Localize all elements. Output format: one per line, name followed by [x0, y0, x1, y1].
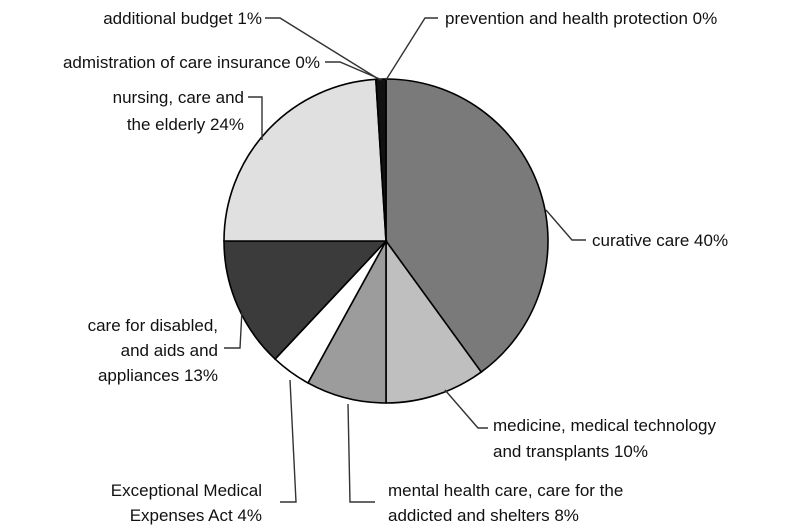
leader-administration	[325, 61, 383, 81]
label-medicine-line1: medicine, medical technology	[493, 416, 717, 435]
label-disabled-line3: appliances 13%	[98, 366, 218, 385]
pie-slice-2	[385, 238, 483, 404]
leader-nursing	[248, 96, 263, 140]
pie-slice-1	[385, 78, 549, 374]
pie-slice-5	[223, 240, 388, 361]
pie-slices	[223, 78, 549, 404]
leader-additional-budget	[265, 17, 381, 81]
label-curative: curative care 40%	[592, 231, 728, 250]
label-exceptional-line1: Exceptional Medical	[111, 481, 262, 500]
label-medicine-line2: and transplants 10%	[493, 442, 648, 461]
label-disabled-line1: care for disabled,	[88, 316, 218, 335]
leader-curative	[545, 209, 586, 241]
label-nursing-line1: nursing, care and	[113, 88, 244, 107]
label-additional-budget: additional budget 1%	[103, 9, 262, 28]
leader-disabled	[224, 309, 243, 349]
label-nursing-line2: the elderly 24%	[127, 115, 244, 134]
label-mental-line1: mental health care, care for the	[388, 481, 623, 500]
slice-labels: additional budget 1% prevention and heal…	[63, 9, 728, 525]
label-disabled-line2: and aids and	[121, 341, 218, 360]
leader-lines	[224, 17, 586, 503]
leader-prevention	[385, 17, 438, 81]
leader-medicine	[444, 389, 488, 429]
label-exceptional-line2: Expenses Act 4%	[130, 506, 262, 525]
label-prevention: prevention and health protection 0%	[445, 9, 717, 28]
leader-mental	[347, 403, 375, 503]
label-administration: admistration of care insurance 0%	[63, 53, 320, 72]
pie-slice-6	[223, 78, 387, 242]
label-mental-line2: addicted and shelters 8%	[388, 506, 579, 525]
leader-exceptional	[280, 379, 297, 503]
